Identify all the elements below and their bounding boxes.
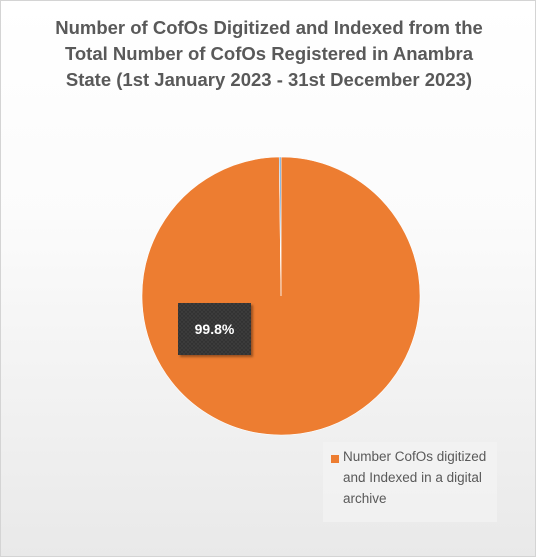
data-labels: 99.8% bbox=[178, 303, 251, 355]
data-label-box bbox=[178, 303, 251, 355]
data-label-text: 99.8% bbox=[195, 321, 235, 337]
legend: Number CofOs digitized and Indexed in a … bbox=[323, 442, 497, 522]
legend-label: Number CofOs digitized and Indexed in a … bbox=[343, 449, 487, 506]
pie-slices bbox=[141, 156, 421, 436]
legend-swatch bbox=[331, 455, 339, 463]
pie-slice-1 bbox=[278, 156, 282, 297]
chart-title: Number of CofOs Digitized and Indexed fr… bbox=[55, 17, 483, 90]
